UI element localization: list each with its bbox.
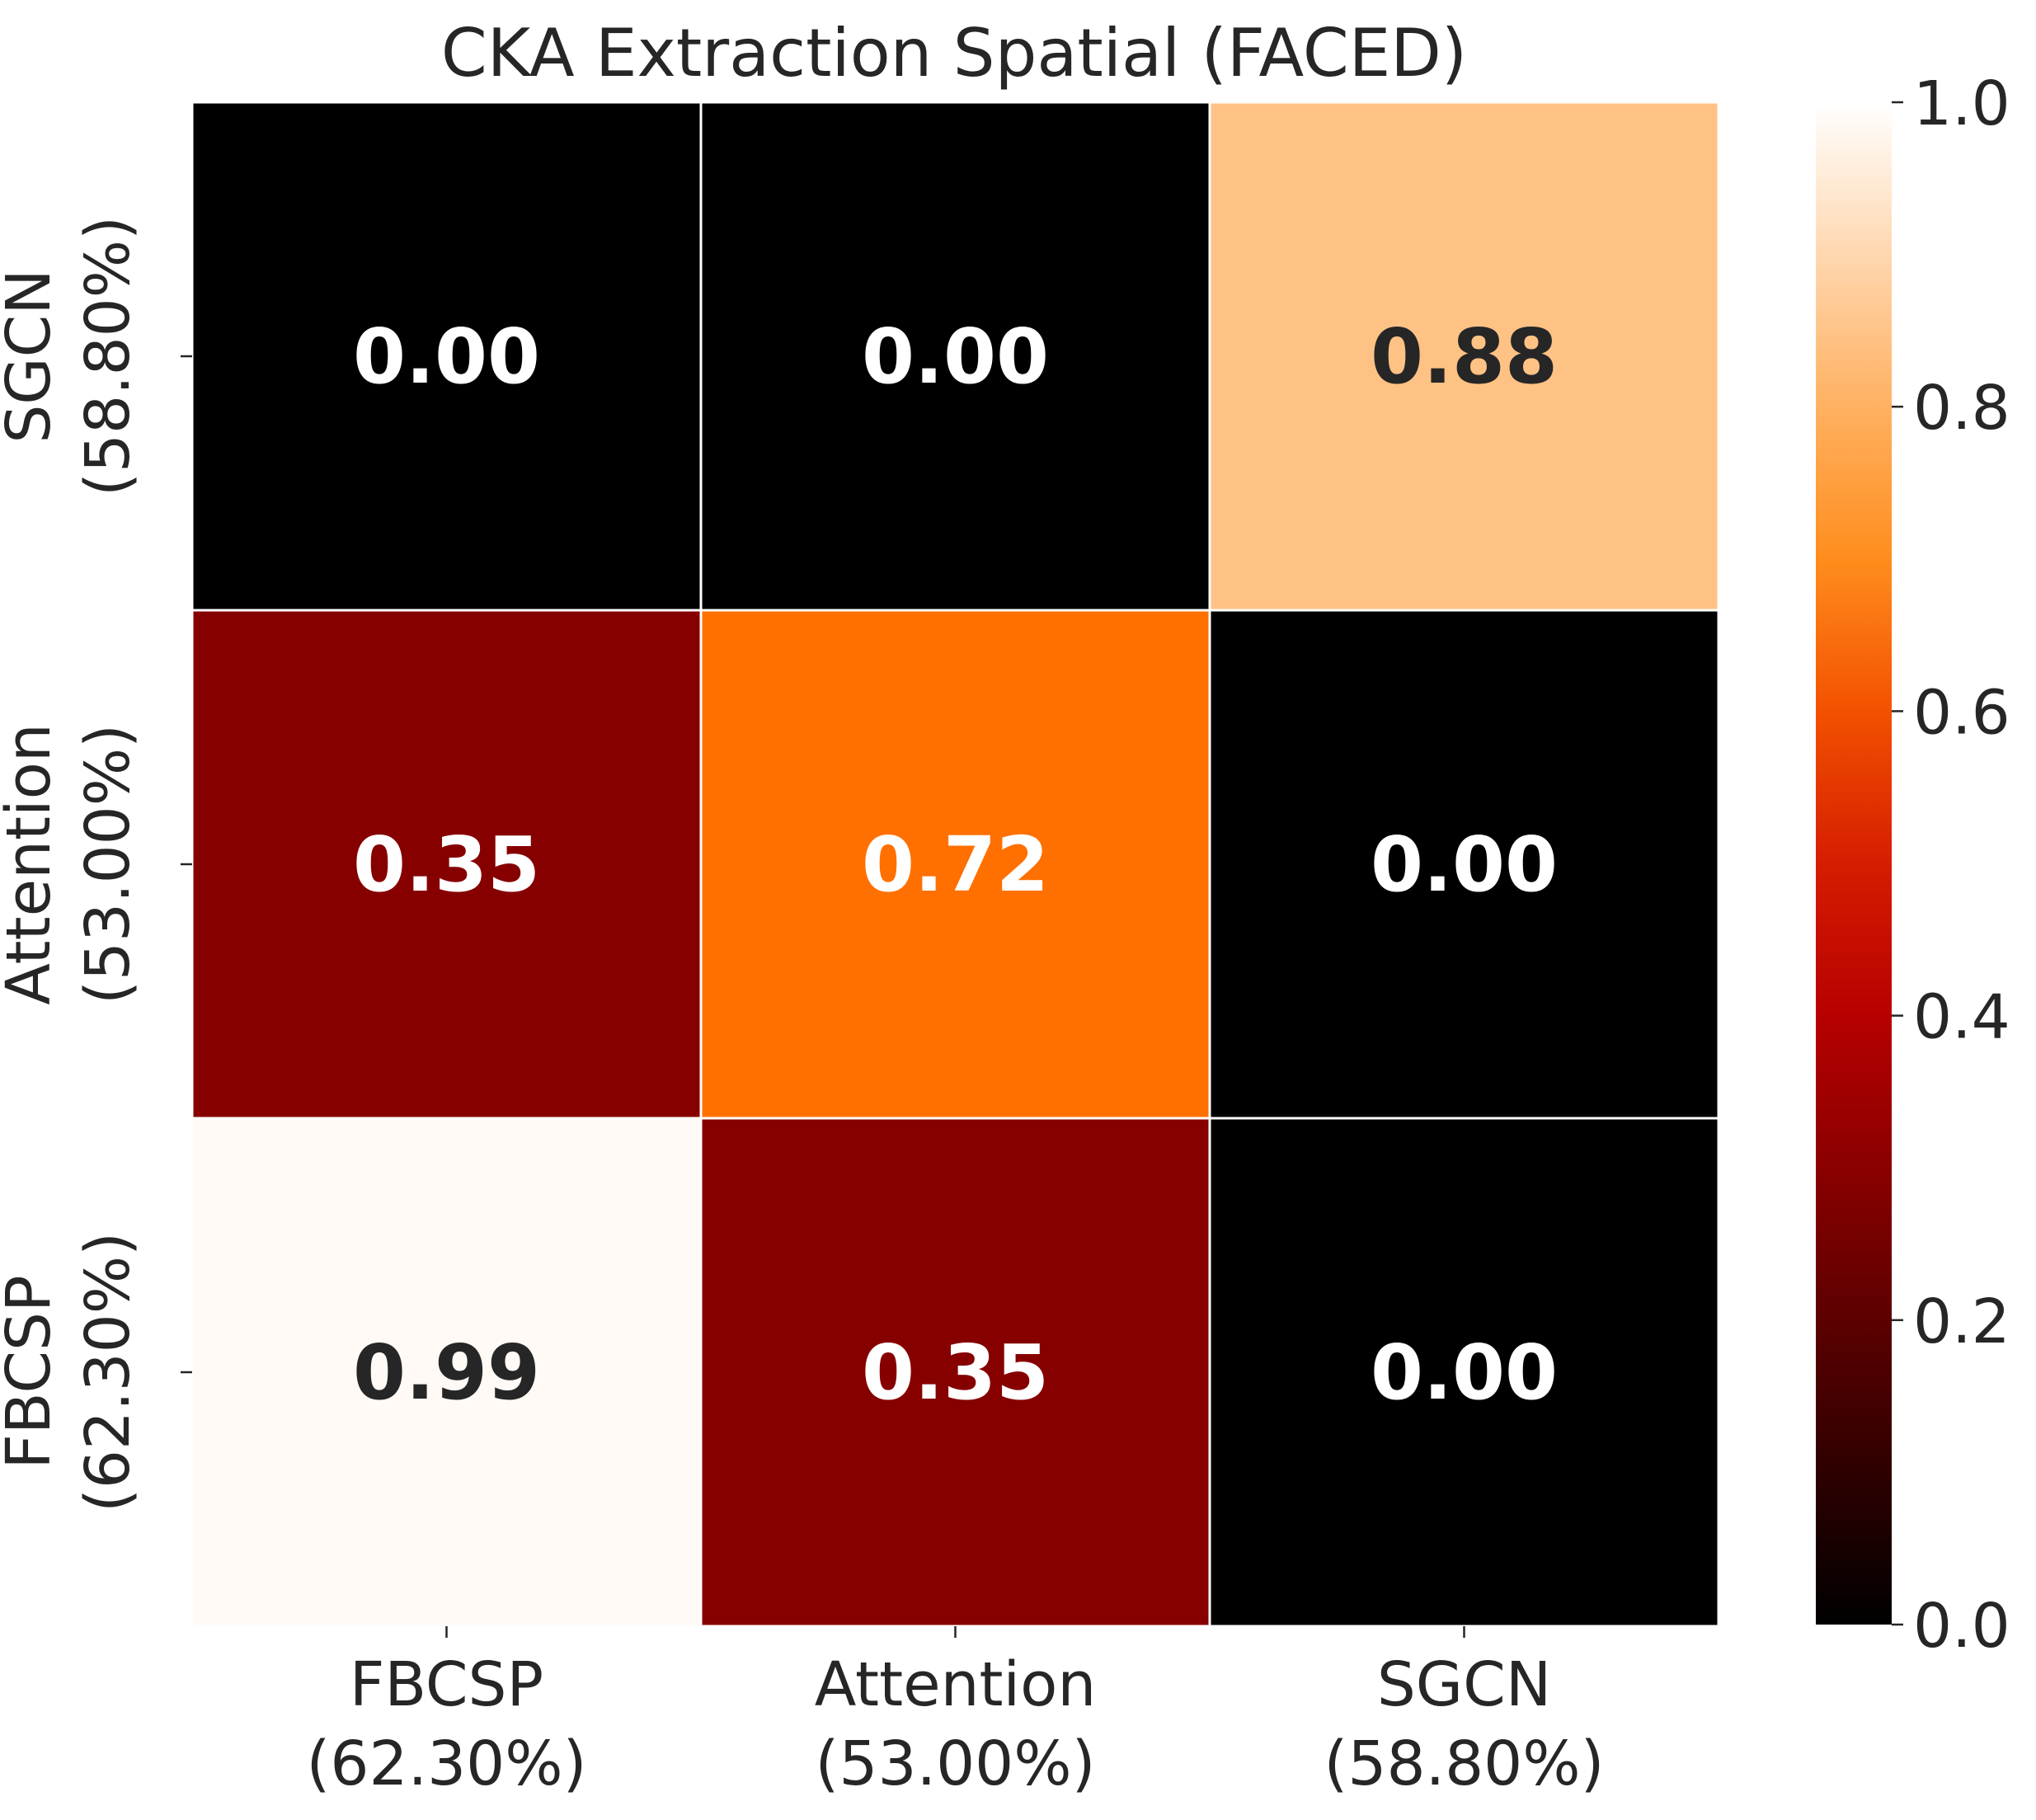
cell-value-label: 0.00 (862, 313, 1049, 401)
y-tick-label: SGCN (58.80%) (0, 216, 143, 496)
heatmap-cell (190, 609, 703, 1120)
x-tick-label: (62.30%) (307, 1728, 587, 1799)
colorbar-tick-label: 0.8 (1913, 373, 2010, 444)
heatmap-cell (699, 1117, 1211, 1628)
heatmap-cell (1208, 609, 1720, 1120)
x-tick-label: SGCN (1377, 1649, 1551, 1720)
heatmap-cells (190, 101, 1720, 1628)
heatmap-cell (699, 101, 1211, 612)
x-tick-label: (58.80%) (1324, 1728, 1605, 1799)
heatmap-cell (190, 101, 703, 612)
cell-value-label: 0.72 (862, 821, 1049, 909)
cell-value-label: 0.00 (1371, 821, 1558, 909)
cell-value-label: 0.88 (1371, 313, 1558, 401)
colorbar-tick-label: 1.0 (1913, 68, 2010, 139)
y-axis: SGCN (58.80%) Attention (53.00%) FBCSP (62.30… (0, 216, 192, 1512)
heatmap-cell (190, 1117, 703, 1628)
colorbar-tick-label: 0.6 (1913, 677, 2010, 748)
cell-value-label: 0.99 (353, 1329, 540, 1417)
heatmap-cell (699, 609, 1211, 1120)
colorbar-tick-label: 0.2 (1913, 1286, 2010, 1357)
chart-title: CKA Extraction Spatial (FACED) (441, 15, 1467, 92)
x-tick-label: FBCSP (350, 1649, 543, 1720)
x-tick-label: Attention (815, 1649, 1097, 1720)
cell-value-label: 0.35 (862, 1329, 1049, 1417)
colorbar-gradient (1816, 102, 1892, 1625)
cell-value-label: 0.35 (353, 821, 540, 909)
cell-value-label: 0.00 (1371, 1329, 1558, 1417)
x-axis: FBCSP (62.30%) Attention (53.00%) SGCN (58.80… (307, 1626, 1605, 1799)
heatmap-cell (1208, 101, 1720, 612)
y-tick-label: FBCSP (62.30%) (0, 1232, 143, 1512)
y-tick-label: Attention (53.00%) (0, 723, 143, 1005)
x-tick-label: (53.00%) (816, 1728, 1096, 1799)
heatmap-cell-labels: 0.00 0.00 0.88 0.35 0.72 0.00 0.99 0.35 0.00 (353, 313, 1558, 1417)
colorbar: 0.0 0.2 0.4 0.6 0.8 1.0 (1816, 68, 2010, 1662)
colorbar-tick-label: 0.4 (1913, 982, 2010, 1053)
cell-value-label: 0.00 (353, 313, 540, 401)
colorbar-tick-label: 0.0 (1913, 1591, 2010, 1662)
